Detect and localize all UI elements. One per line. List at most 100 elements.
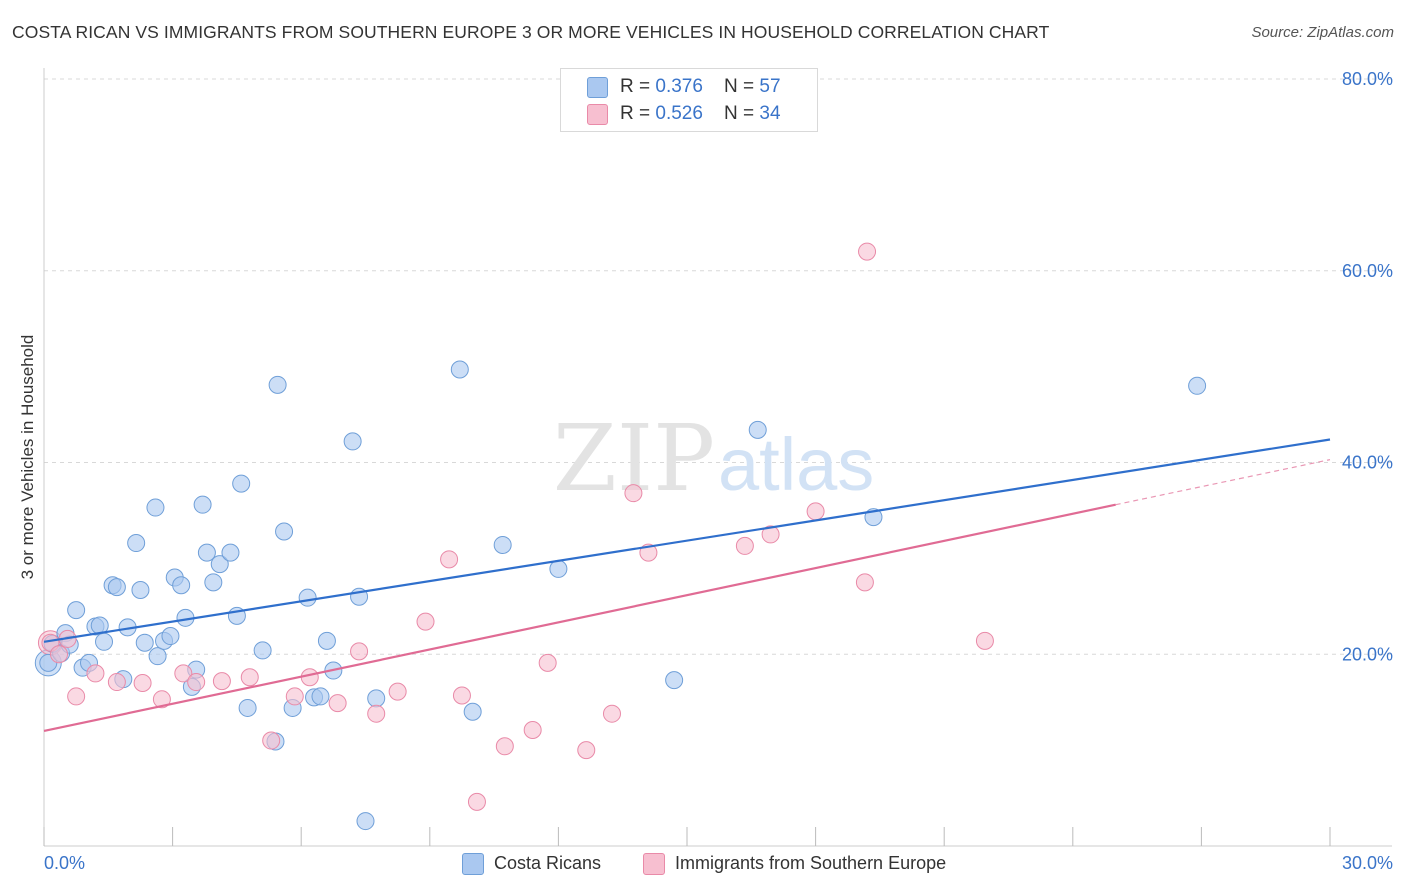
southern-europe-point xyxy=(174,664,193,683)
costa-ricans-point xyxy=(148,647,167,666)
costa-ricans-point xyxy=(95,632,114,651)
costa-ricans-point xyxy=(268,375,287,394)
costa-ricans-point xyxy=(107,578,126,597)
costa-ricans-point xyxy=(131,581,150,600)
costa-ricans-trendline xyxy=(43,438,1331,643)
costa-ricans-point xyxy=(450,360,469,379)
southern-europe-trendline-extension xyxy=(1115,459,1331,506)
southern-europe-point xyxy=(285,687,304,706)
costa-ricans-point xyxy=(161,627,180,646)
correlation-legend: R = 0.376 N = 57 R = 0.526 N = 34 xyxy=(560,68,818,132)
southern-europe-point xyxy=(50,645,69,664)
southern-europe-point xyxy=(467,792,486,811)
costa-ricans-point xyxy=(493,535,512,554)
southern-europe-point xyxy=(858,242,877,261)
southern-europe-point xyxy=(602,704,621,723)
southern-europe-point xyxy=(240,668,259,687)
southern-europe-point xyxy=(367,704,386,723)
southern-europe-point xyxy=(67,687,86,706)
southern-europe-point xyxy=(855,573,874,592)
costa-ricans-point xyxy=(748,420,767,439)
southern-europe-point xyxy=(761,525,780,544)
n-value: 57 xyxy=(759,76,781,97)
gridlines xyxy=(44,78,1392,655)
legend-label: Costa Ricans xyxy=(494,853,602,873)
x-tick-label: 0.0% xyxy=(44,853,85,873)
southern-europe-point xyxy=(350,642,369,661)
southern-europe-point xyxy=(523,720,542,739)
costa-ricans-point xyxy=(1188,376,1207,395)
southern-europe-point xyxy=(440,550,459,569)
costa-ricans-point xyxy=(253,641,272,660)
southern-europe-point xyxy=(107,673,126,692)
southern-europe-point xyxy=(300,668,319,687)
costa-ricans-point xyxy=(221,543,240,562)
costa-ricans-point xyxy=(172,576,191,595)
costa-ricans-point xyxy=(356,812,375,831)
r-label: R = xyxy=(620,103,656,124)
southern-europe-point xyxy=(328,694,347,713)
n-value: 34 xyxy=(759,103,781,124)
southern-europe-point xyxy=(212,672,231,691)
r-value: 0.526 xyxy=(655,103,703,124)
southern-europe-point xyxy=(806,502,825,521)
southern-europe-point xyxy=(187,673,206,692)
trend-lines xyxy=(43,438,1331,733)
watermark-atlas: atlas xyxy=(718,423,874,506)
y-tick-label: 40.0% xyxy=(1342,453,1393,473)
costa-ricans-point xyxy=(317,631,336,650)
southern-europe-point xyxy=(152,690,171,709)
southern-europe-trendline xyxy=(43,503,1116,733)
costa-ricans-point xyxy=(135,633,154,652)
pink-swatch xyxy=(643,853,665,875)
legend-label: Immigrants from Southern Europe xyxy=(675,853,947,873)
r-value: 0.376 xyxy=(655,76,703,97)
tick-labels: 20.0% 40.0% 60.0% 80.0% 0.0% 30.0% xyxy=(44,69,1393,873)
pink-swatch xyxy=(587,104,608,125)
southern-europe-point xyxy=(975,631,994,650)
costa-ricans-point xyxy=(204,573,223,592)
costa-ricans-point xyxy=(311,687,330,706)
southern-europe-point xyxy=(86,664,105,683)
southern-europe-point xyxy=(624,484,643,503)
costa-ricans-point xyxy=(146,498,165,517)
costa-ricans-point xyxy=(67,601,86,620)
y-tick-label: 60.0% xyxy=(1342,261,1393,281)
n-label: N = xyxy=(724,103,760,124)
n-label: N = xyxy=(724,76,760,97)
axes xyxy=(43,68,1392,847)
legend-stats-text: R = 0.376 N = 57 xyxy=(620,76,781,98)
southern-europe-point xyxy=(262,731,281,750)
costa-ricans-point xyxy=(238,698,257,717)
blue-swatch xyxy=(462,853,484,875)
y-tick-label: 20.0% xyxy=(1342,644,1393,664)
blue-swatch xyxy=(587,77,608,98)
costa-ricans-point xyxy=(232,474,251,493)
data-points xyxy=(34,242,1207,831)
costa-ricans-point xyxy=(367,689,386,708)
southern-europe-point xyxy=(735,536,754,555)
costa-ricans-point xyxy=(549,559,568,578)
chart-title: COSTA RICAN VS IMMIGRANTS FROM SOUTHERN … xyxy=(12,22,1050,42)
legend-stats-text: R = 0.526 N = 34 xyxy=(620,103,781,125)
costa-ricans-point xyxy=(210,555,229,574)
costa-ricans-point xyxy=(127,534,146,553)
source-credit: Source: ZipAtlas.com xyxy=(1251,24,1394,41)
southern-europe-point xyxy=(538,653,557,672)
r-label: R = xyxy=(620,76,656,97)
y-tick-label: 80.0% xyxy=(1342,69,1393,89)
southern-europe-point xyxy=(133,674,152,693)
series-legend: Costa Ricans Immigrants from Southern Eu… xyxy=(0,852,1406,878)
costa-ricans-point xyxy=(463,702,482,721)
costa-ricans-point xyxy=(298,588,317,607)
costa-ricans-point xyxy=(197,543,216,562)
southern-europe-point xyxy=(495,737,514,756)
x-tick-label: 30.0% xyxy=(1342,853,1393,873)
watermark: ZIP atlas xyxy=(553,405,874,512)
southern-europe-point xyxy=(577,741,596,760)
southern-europe-point xyxy=(452,686,471,705)
costa-ricans-point xyxy=(665,671,684,690)
southern-europe-point xyxy=(416,612,435,631)
costa-ricans-point xyxy=(193,495,212,514)
